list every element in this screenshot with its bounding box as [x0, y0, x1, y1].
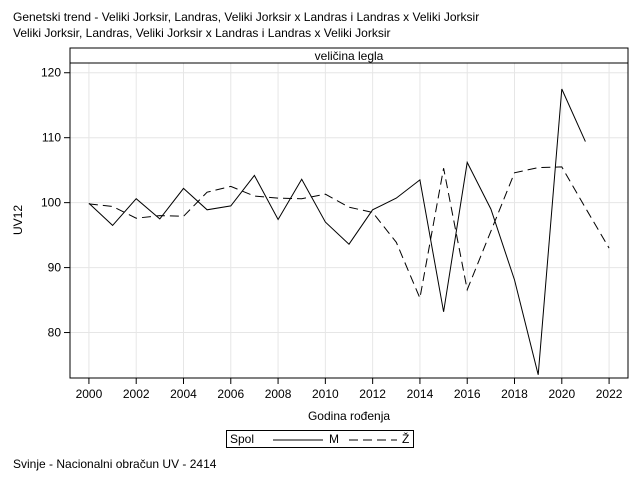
- x-tick-label: 2000: [76, 387, 103, 401]
- series-line-m: [88, 88, 586, 375]
- series-lines: [88, 88, 610, 375]
- x-tick-label: 2002: [123, 387, 150, 401]
- x-tick-label: 2004: [170, 387, 197, 401]
- chart-title-line-2: Veliki Jorksir, Landras, Veliki Jorksir …: [13, 26, 391, 40]
- legend: Spol M Ž: [226, 430, 414, 448]
- gridlines: [70, 63, 628, 378]
- x-tick-label: 2020: [548, 387, 575, 401]
- x-tick-label: 2016: [454, 387, 481, 401]
- x-tick-label: 2010: [312, 387, 339, 401]
- x-tick-label: 2012: [359, 387, 386, 401]
- chart-title-line-1: Genetski trend - Veliki Jorksir, Landras…: [13, 10, 480, 24]
- y-tick-label: 80: [48, 326, 62, 340]
- x-axis-label: Godina rođenja: [308, 409, 390, 423]
- footnote: Svinje - Nacionalni obračun UV - 2414: [13, 457, 217, 471]
- series-line-z: [88, 166, 610, 300]
- legend-swatches: [273, 439, 397, 441]
- x-tick-label: 2022: [596, 387, 623, 401]
- axes: 2000 2002 2004 2006 2008 2010 2012 2014 2016 2018…: [41, 66, 623, 401]
- x-tick-label: 2018: [501, 387, 528, 401]
- plot-frame: [69, 62, 629, 379]
- x-tick-label: 2008: [265, 387, 292, 401]
- x-tick-label: 2006: [217, 387, 244, 401]
- x-tick-label: 2014: [407, 387, 434, 401]
- legend-title: Spol: [230, 432, 255, 446]
- legend-label-z: Ž: [402, 432, 410, 446]
- y-axis-label: UV12: [11, 205, 25, 235]
- y-tick-label: 100: [41, 196, 61, 210]
- legend-label-m: M: [329, 432, 339, 446]
- y-tick-label: 90: [48, 261, 62, 275]
- panel-title: veličina legla: [315, 49, 384, 63]
- y-tick-label: 110: [42, 131, 61, 145]
- y-tick-label: 120: [41, 66, 61, 80]
